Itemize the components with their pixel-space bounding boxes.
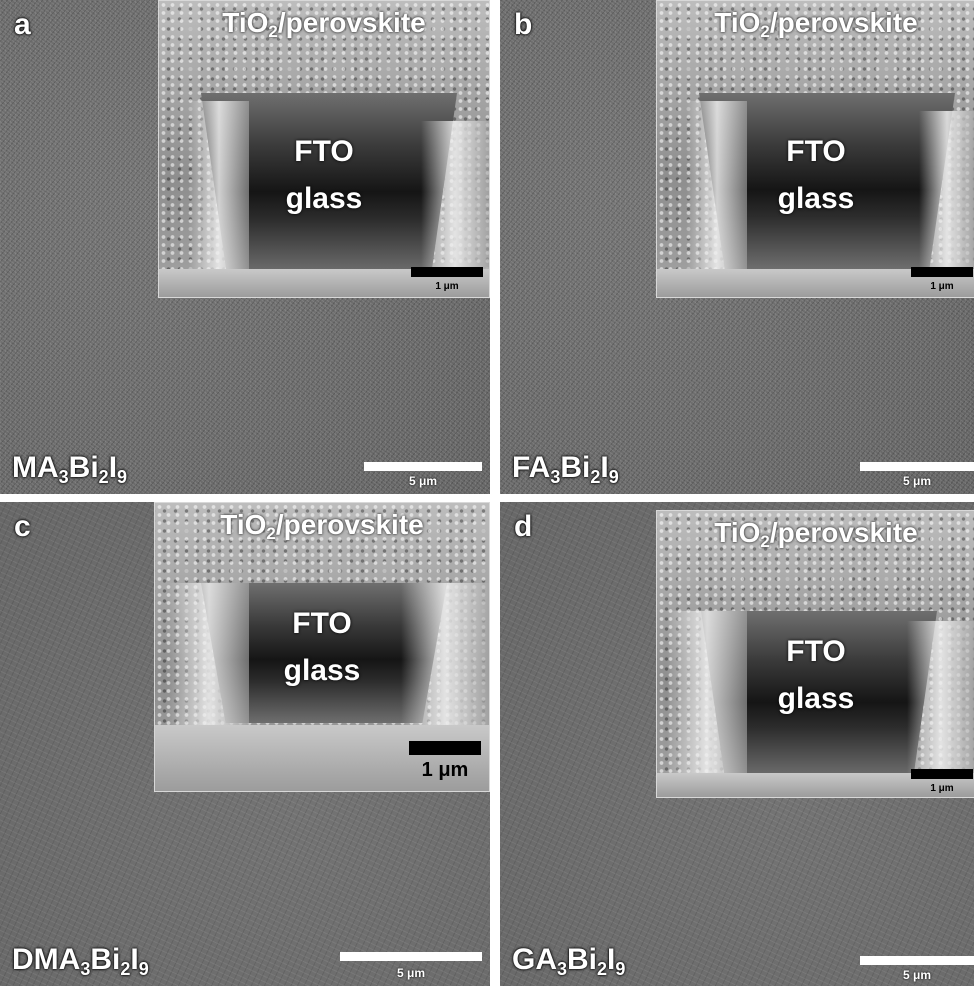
panel-b-inset: TiO2/perovskite FTO glass 1 μm	[656, 0, 974, 298]
scale-label-a: 5 μm	[408, 474, 438, 488]
inset-scale-label: 1 μm	[930, 783, 954, 794]
compound-label-d: GA3Bi2I9	[512, 943, 626, 979]
scale-label-c: 5 μm	[396, 966, 426, 980]
scale-label-b: 5 μm	[902, 474, 932, 488]
compound-label-c: DMA3Bi2I9	[12, 943, 149, 979]
inset-mid-label: FTO glass	[777, 135, 855, 215]
inset-scale-bar	[911, 267, 973, 277]
scale-label-d: 5 μm	[902, 968, 932, 982]
panel-letter-b: b	[514, 8, 533, 41]
scale-bar-b	[860, 462, 974, 471]
inset-wall-right	[421, 121, 489, 281]
inset-mid-label: FTO glass	[283, 607, 361, 687]
panel-d: TiO2/perovskite FTO glass 1 μm d GA3Bi2I9…	[500, 502, 974, 986]
inset-top-label: TiO2/perovskite	[220, 509, 424, 543]
panel-c-inset: TiO2/perovskite FTO glass 1 μm	[154, 502, 490, 792]
inset-scale-bar	[409, 741, 481, 755]
panel-letter-d: d	[514, 510, 533, 543]
panel-b: TiO2/perovskite FTO glass 1 μm b FA3Bi2I9…	[500, 0, 974, 494]
inset-floor	[155, 725, 489, 791]
inset-wall-right	[907, 621, 974, 781]
inset-scale-label: 1 μm	[930, 281, 954, 292]
inset-top-label: TiO2/perovskite	[714, 517, 918, 551]
inset-top-label: TiO2/perovskite	[714, 7, 918, 41]
panel-d-inset: TiO2/perovskite FTO glass 1 μm	[656, 510, 974, 798]
scale-bar-a	[364, 462, 482, 471]
inset-wall-left	[687, 101, 747, 281]
inset-wall-right	[919, 111, 974, 281]
inset-top-label: TiO2/perovskite	[222, 7, 426, 41]
panel-c: TiO2/perovskite FTO glass 1 μm c DMA3Bi2I…	[0, 502, 490, 986]
compound-label-a: MA3Bi2I9	[12, 451, 128, 487]
panel-a: TiO2/perovskite FTO glass 1 μm a MA3Bi2I9…	[0, 0, 490, 494]
panel-a-inset: TiO2/perovskite FTO glass 1 μm	[158, 0, 490, 298]
scale-bar-d	[860, 956, 974, 965]
inset-scale-bar	[911, 769, 973, 779]
panel-letter-a: a	[14, 8, 31, 41]
inset-wall-left	[667, 611, 747, 781]
scale-bar-c	[340, 952, 482, 961]
inset-wall-left	[189, 101, 249, 281]
inset-mid-label: FTO glass	[285, 135, 363, 215]
inset-scale-bar	[411, 267, 483, 277]
panel-letter-c: c	[14, 510, 31, 543]
compound-label-b: FA3Bi2I9	[512, 451, 619, 487]
inset-mid-label: FTO glass	[777, 635, 855, 715]
inset-scale-label: 1 μm	[421, 759, 469, 781]
inset-scale-label: 1 μm	[435, 281, 459, 292]
